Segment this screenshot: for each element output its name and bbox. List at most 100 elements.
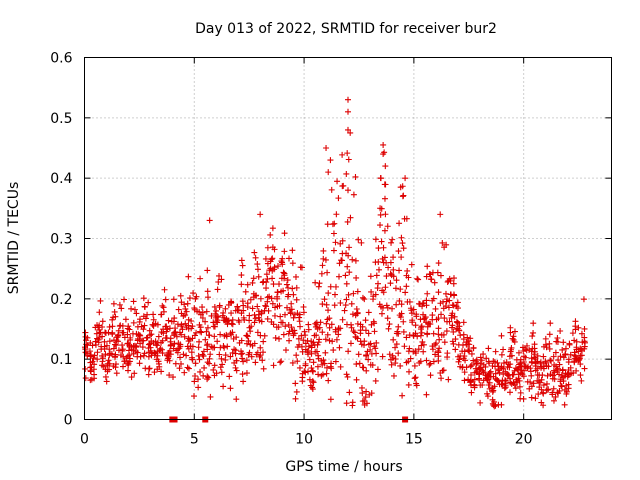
data-point <box>547 320 554 327</box>
data-point <box>356 360 363 367</box>
data-point <box>319 329 326 336</box>
data-point <box>183 308 190 315</box>
data-point <box>484 390 491 397</box>
data-point <box>351 329 358 336</box>
data-point <box>358 384 365 391</box>
data-point <box>309 386 316 393</box>
data-point <box>172 328 179 335</box>
data-point <box>159 337 166 344</box>
data-point <box>353 376 360 383</box>
data-point <box>178 331 185 338</box>
data-point <box>278 358 285 365</box>
data-point <box>572 318 579 325</box>
data-point <box>339 237 346 244</box>
data-point <box>423 297 430 304</box>
data-point <box>350 191 357 198</box>
data-point <box>166 347 173 354</box>
data-point <box>570 369 577 376</box>
data-point <box>276 335 283 342</box>
data-point <box>314 341 321 348</box>
data-point <box>330 230 337 237</box>
data-point <box>96 326 103 333</box>
data-point <box>347 340 354 347</box>
data-point <box>315 283 322 290</box>
data-point <box>346 244 353 251</box>
data-point <box>99 358 106 365</box>
data-point <box>439 367 446 374</box>
data-point <box>231 359 238 366</box>
data-point <box>106 346 113 353</box>
x-tick-label: 10 <box>295 432 313 448</box>
data-point <box>95 339 102 346</box>
data-point <box>229 349 236 356</box>
data-point <box>325 169 332 176</box>
data-point <box>350 328 357 335</box>
data-point <box>113 370 120 377</box>
data-point <box>286 337 293 344</box>
data-point <box>178 299 185 306</box>
x-tick-label: 15 <box>405 432 423 448</box>
data-point <box>99 352 106 359</box>
data-point <box>515 349 522 356</box>
data-point <box>131 306 138 313</box>
data-point <box>211 362 218 369</box>
data-point <box>279 261 286 268</box>
data-point <box>323 301 330 308</box>
data-point <box>377 205 384 212</box>
data-point <box>128 305 135 312</box>
data-point <box>309 378 316 385</box>
data-point <box>193 329 200 336</box>
data-point <box>415 276 422 283</box>
data-point <box>130 350 137 357</box>
data-point <box>199 314 206 321</box>
data-point <box>109 331 116 338</box>
data-point <box>204 288 211 295</box>
data-point <box>445 304 452 311</box>
data-point <box>385 264 392 271</box>
data-point <box>406 368 413 375</box>
data-point <box>477 366 484 373</box>
data-point <box>308 344 315 351</box>
data-point <box>438 311 445 318</box>
data-point <box>390 372 397 379</box>
data-point <box>578 346 585 353</box>
data-point <box>331 220 338 227</box>
data-point <box>324 331 331 338</box>
data-point <box>412 350 419 357</box>
data-point <box>206 360 213 367</box>
data-point <box>349 399 356 406</box>
data-point <box>368 390 375 397</box>
data-point <box>222 356 229 363</box>
data-point <box>257 295 264 302</box>
data-point <box>385 325 392 332</box>
data-point <box>370 296 377 303</box>
data-point <box>112 351 119 358</box>
data-point <box>482 372 489 379</box>
data-point <box>560 378 567 385</box>
data-point <box>96 309 103 316</box>
data-point <box>82 365 89 372</box>
data-point <box>302 369 309 376</box>
data-point <box>211 333 218 340</box>
data-point <box>559 367 566 374</box>
data-point <box>325 290 332 297</box>
data-point <box>328 321 335 328</box>
data-point <box>207 393 214 400</box>
data-point <box>365 309 372 316</box>
data-point <box>581 365 588 372</box>
data-point <box>516 377 523 384</box>
data-point <box>468 389 475 396</box>
data-point <box>110 300 117 307</box>
data-point <box>534 352 541 359</box>
data-point <box>310 339 317 346</box>
data-point <box>509 371 516 378</box>
data-point <box>384 315 391 322</box>
data-point <box>517 370 524 377</box>
data-point <box>412 322 419 329</box>
data-point <box>500 346 507 353</box>
data-point <box>502 377 509 384</box>
data-point <box>406 298 413 305</box>
data-point <box>166 372 173 379</box>
data-point <box>520 353 527 360</box>
data-point <box>526 346 533 353</box>
